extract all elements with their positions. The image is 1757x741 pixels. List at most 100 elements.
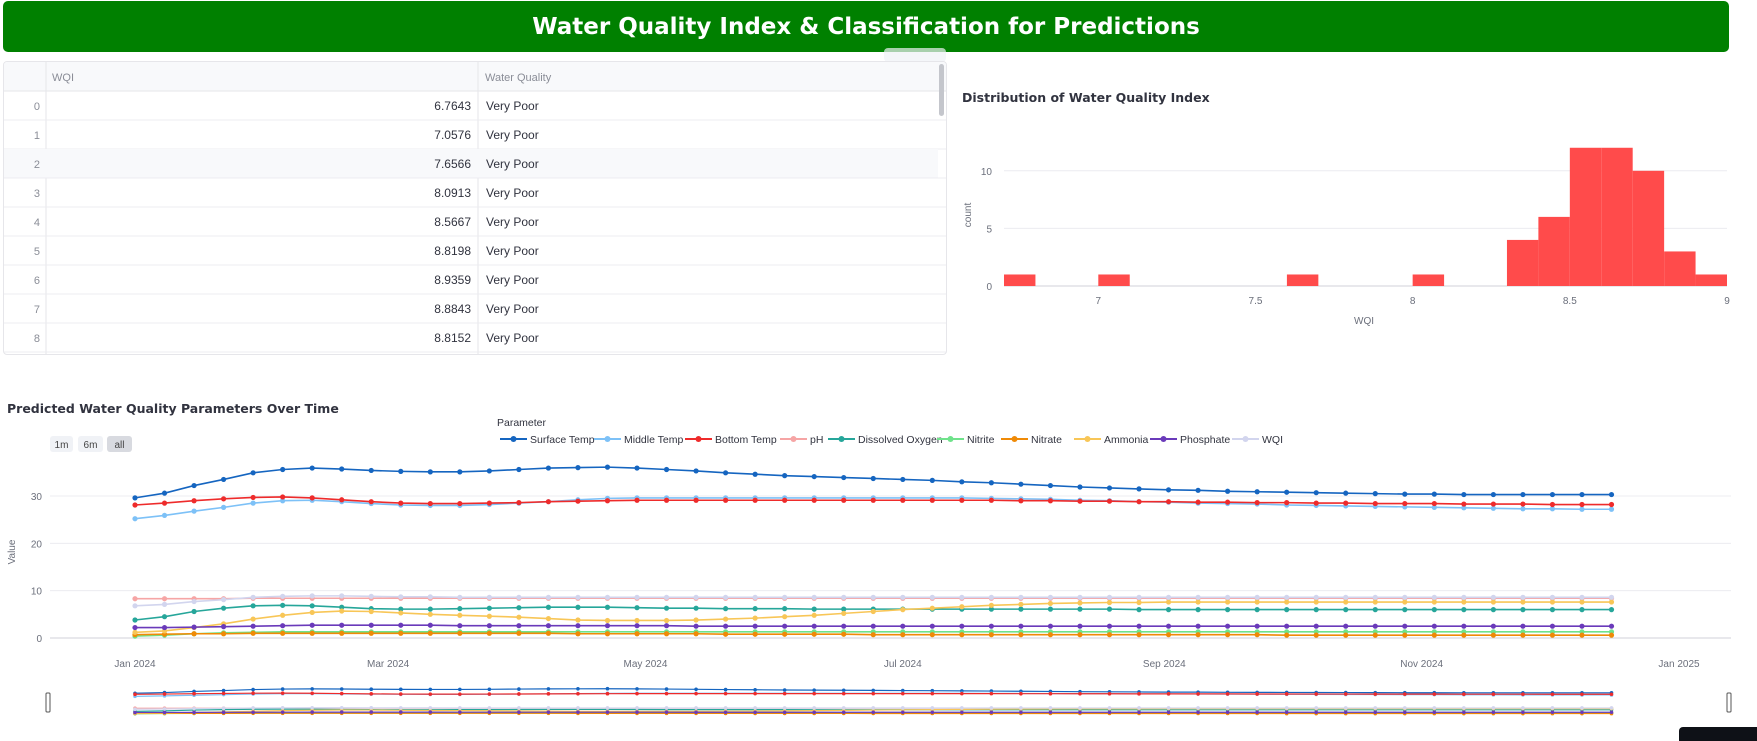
series-point[interactable] <box>841 606 847 612</box>
legend-item[interactable]: Bottom Temp <box>685 434 777 446</box>
range-button-bg[interactable] <box>78 436 103 452</box>
series-point[interactable] <box>1549 491 1556 498</box>
series-point[interactable] <box>723 606 729 612</box>
series-point[interactable] <box>516 466 522 473</box>
legend-item[interactable]: Dissolved Oxygen <box>828 434 943 446</box>
series-point[interactable] <box>1490 599 1496 605</box>
series-point[interactable] <box>1106 599 1113 606</box>
series-point[interactable] <box>1372 632 1378 638</box>
series-point[interactable] <box>368 467 374 474</box>
legend-item[interactable]: Phosphate <box>1150 434 1230 446</box>
series-point[interactable] <box>1549 506 1556 512</box>
table-cell-wqi[interactable]: 6.7643 <box>434 99 471 113</box>
series-point[interactable] <box>132 617 138 623</box>
series-point[interactable] <box>663 631 670 637</box>
series-point[interactable] <box>1106 606 1113 612</box>
series-point[interactable] <box>1047 498 1054 504</box>
series-point[interactable] <box>1165 594 1172 600</box>
series-point[interactable] <box>1402 607 1408 613</box>
table-row[interactable]: 5 8.8198 Very Poor <box>4 244 946 266</box>
series-point[interactable] <box>1343 599 1349 605</box>
table-cell-water-quality[interactable]: Very Poor <box>486 186 539 200</box>
series-point[interactable] <box>1579 623 1585 629</box>
series-point[interactable] <box>575 617 581 623</box>
series-point[interactable] <box>1431 594 1437 600</box>
series-phosphate[interactable] <box>132 622 1615 631</box>
series-point[interactable] <box>723 594 729 600</box>
series-point[interactable] <box>1549 607 1556 613</box>
table-row[interactable]: 7 8.8843 Very Poor <box>4 302 946 324</box>
histogram-bar[interactable] <box>1695 274 1727 286</box>
series-point[interactable] <box>634 605 640 611</box>
series-point[interactable] <box>604 617 611 624</box>
series-point[interactable] <box>1284 607 1290 613</box>
series-point[interactable] <box>250 494 256 501</box>
series-point[interactable] <box>929 605 935 611</box>
series-point[interactable] <box>516 605 522 611</box>
series-point[interactable] <box>1254 500 1260 506</box>
series-point[interactable] <box>220 504 227 510</box>
series-point[interactable] <box>1372 500 1378 507</box>
series-point[interactable] <box>693 631 699 637</box>
series-point[interactable] <box>841 631 847 637</box>
series-point[interactable] <box>398 594 404 600</box>
series-point[interactable] <box>693 468 699 474</box>
series-point[interactable] <box>516 630 522 636</box>
series-point[interactable] <box>604 631 611 637</box>
series-point[interactable] <box>1608 594 1615 600</box>
series-point[interactable] <box>1520 599 1526 605</box>
series-point[interactable] <box>161 512 168 519</box>
range-slider-left-handle[interactable] <box>45 692 51 713</box>
series-point[interactable] <box>1077 600 1083 606</box>
series-point[interactable] <box>457 594 463 600</box>
table-row[interactable]: 1 7.0576 Very Poor <box>4 128 946 150</box>
series-point[interactable] <box>427 469 433 475</box>
series-point[interactable] <box>427 630 433 636</box>
series-point[interactable] <box>1461 501 1467 507</box>
series-point[interactable] <box>1431 632 1437 638</box>
series-point[interactable] <box>900 623 906 629</box>
legend-item[interactable]: Nitrite <box>937 434 995 446</box>
series-point[interactable] <box>1490 594 1496 600</box>
table-row[interactable]: 2 7.6566 Very Poor <box>4 149 946 179</box>
series-point[interactable] <box>250 470 256 476</box>
series-point[interactable] <box>1018 594 1024 600</box>
series-point[interactable] <box>1284 632 1290 638</box>
series-point[interactable] <box>1579 491 1585 498</box>
series-point[interactable] <box>1018 498 1024 504</box>
series-point[interactable] <box>486 605 492 611</box>
series-point[interactable] <box>1195 607 1201 613</box>
series-point[interactable] <box>1520 506 1526 512</box>
series-point[interactable] <box>1165 632 1172 638</box>
series-point[interactable] <box>1490 623 1496 629</box>
series-point[interactable] <box>723 616 729 622</box>
series-point[interactable] <box>1343 623 1349 629</box>
series-point[interactable] <box>132 502 138 508</box>
series-point[interactable] <box>1195 632 1201 638</box>
series-point[interactable] <box>457 606 463 612</box>
series-point[interactable] <box>988 606 994 612</box>
series-point[interactable] <box>398 610 404 616</box>
series-point[interactable] <box>1402 491 1408 497</box>
series-point[interactable] <box>1431 504 1437 510</box>
series-point[interactable] <box>309 609 315 616</box>
series-point[interactable] <box>575 594 581 600</box>
series-point[interactable] <box>339 608 345 614</box>
series-point[interactable] <box>723 631 729 637</box>
table-row[interactable]: 3 8.0913 Very Poor <box>4 186 946 208</box>
series-point[interactable] <box>604 594 611 600</box>
series-point[interactable] <box>457 623 463 629</box>
series-point[interactable] <box>486 630 492 636</box>
series-point[interactable] <box>398 500 404 506</box>
series-point[interactable] <box>575 604 581 610</box>
series-point[interactable] <box>1402 623 1408 629</box>
series-point[interactable] <box>339 622 345 628</box>
series-point[interactable] <box>191 624 197 630</box>
series-point[interactable] <box>1608 501 1615 508</box>
series-point[interactable] <box>1520 594 1526 600</box>
series-point[interactable] <box>220 631 227 637</box>
series-point[interactable] <box>1047 632 1054 638</box>
series-point[interactable] <box>191 482 197 489</box>
series-point[interactable] <box>575 465 581 471</box>
series-nitrate[interactable] <box>132 630 1615 638</box>
